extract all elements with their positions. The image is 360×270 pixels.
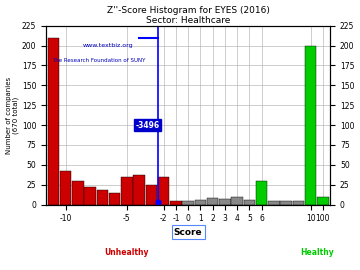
Bar [231,197,243,205]
Bar [84,187,96,205]
Bar [96,190,108,205]
Bar [256,181,267,205]
Bar [268,201,280,205]
Bar [60,171,72,205]
Bar [194,200,206,205]
Bar [121,177,133,205]
Bar [133,175,145,205]
Bar [207,198,219,205]
Text: Healthy: Healthy [300,248,334,257]
X-axis label: Score: Score [174,228,202,237]
Bar [182,201,194,205]
Bar [317,197,329,205]
Bar [170,201,182,205]
Bar [280,201,292,205]
Title: Z''-Score Histogram for EYES (2016)
Sector: Healthcare: Z''-Score Histogram for EYES (2016) Sect… [107,6,270,25]
Text: The Research Foundation of SUNY: The Research Foundation of SUNY [52,58,145,63]
Bar [109,193,121,205]
Bar [72,181,84,205]
Text: -3496: -3496 [136,121,160,130]
Text: Unhealthy: Unhealthy [105,248,149,257]
Bar [293,201,304,205]
Y-axis label: Number of companies
(670 total): Number of companies (670 total) [5,77,19,154]
Bar [305,46,316,205]
Bar [48,38,59,205]
Bar [145,185,157,205]
Bar [158,177,170,205]
Bar [219,199,231,205]
Bar [244,200,255,205]
Text: www.textbiz.org: www.textbiz.org [83,43,134,48]
